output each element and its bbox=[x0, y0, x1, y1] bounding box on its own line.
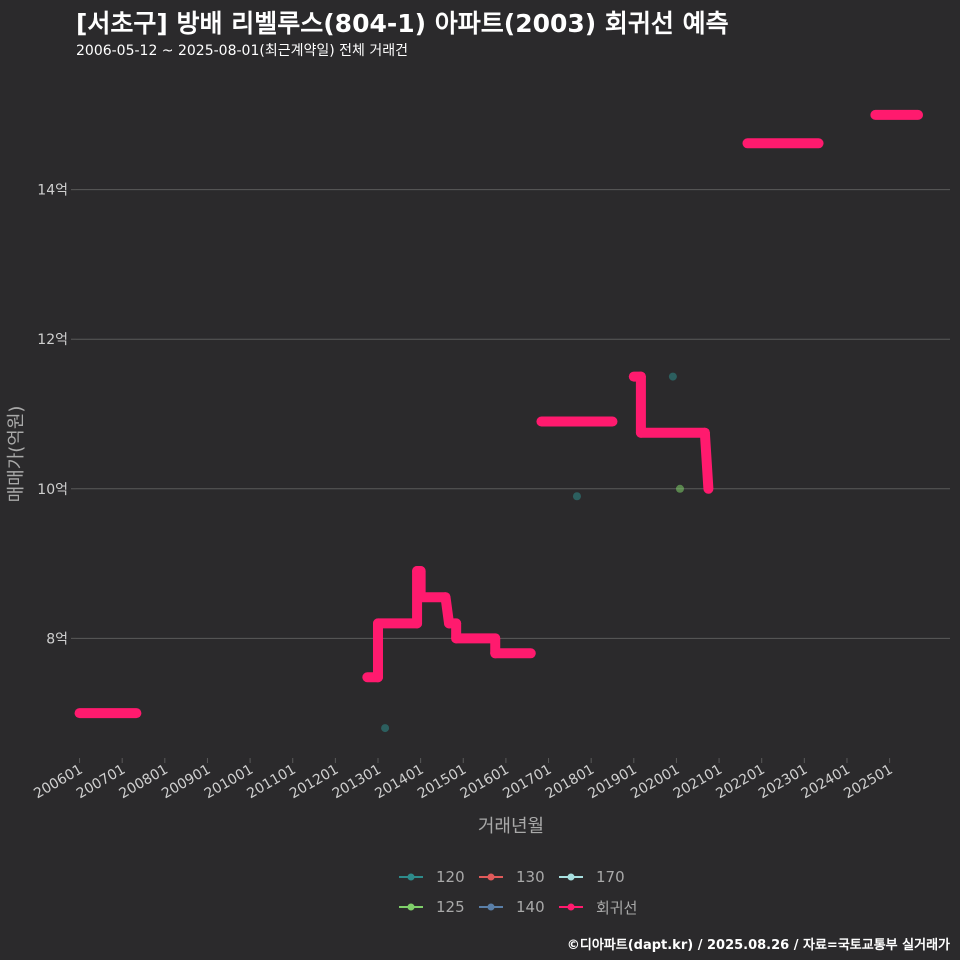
legend-key-icon bbox=[399, 873, 423, 881]
legend-key-dot bbox=[407, 873, 415, 881]
legend-label: 170 bbox=[596, 868, 625, 886]
x-tick-label: 202501 bbox=[841, 762, 895, 803]
legend-item: 170 bbox=[558, 866, 638, 888]
legend-key-icon bbox=[559, 903, 583, 911]
legend-key-dot bbox=[567, 903, 575, 911]
legend-label: 회귀선 bbox=[596, 898, 638, 917]
legend-item: 140 bbox=[478, 896, 558, 918]
legend-key-dot bbox=[407, 903, 415, 911]
legend-key-icon bbox=[479, 873, 503, 881]
legend-key-icon bbox=[559, 873, 583, 881]
legend-item: 회귀선 bbox=[558, 896, 638, 918]
y-tick-label: 14억 bbox=[37, 183, 68, 199]
x-axis-title: 거래년월 bbox=[478, 816, 544, 837]
legend-label: 140 bbox=[516, 898, 545, 916]
legend-key-dot bbox=[487, 903, 495, 911]
y-tick-label: 8억 bbox=[46, 631, 68, 647]
y-tick-label: 12억 bbox=[37, 332, 68, 348]
legend-label: 130 bbox=[516, 868, 545, 886]
chart-legend: 120 130 170 125 140 회귀선 bbox=[398, 866, 638, 918]
chart-subtitle: 2006-05-12 ~ 2025-08-01(최근계약일) 전체 거래건 bbox=[76, 43, 408, 59]
data-point-120 bbox=[381, 724, 390, 733]
legend-item: 130 bbox=[478, 866, 558, 888]
data-point-125 bbox=[675, 484, 684, 493]
y-tick-label: 10억 bbox=[37, 482, 68, 498]
legend-key-dot bbox=[487, 873, 495, 881]
legend-key-icon bbox=[479, 903, 503, 911]
legend-item: 120 bbox=[398, 866, 478, 888]
y-axis-title: 매매가(억원) bbox=[6, 406, 27, 503]
legend-key-dot bbox=[567, 873, 575, 881]
legend-key-icon bbox=[399, 903, 423, 911]
chart-title: [서초구] 방배 리벨루스(804-1) 아파트(2003) 회귀선 예측 bbox=[76, 9, 729, 38]
footer-credit: ©디아파트(dapt.kr) / 2025.08.26 / 자료=국토교통부 실… bbox=[566, 938, 950, 953]
data-point-120 bbox=[572, 492, 581, 501]
regression-line-segment bbox=[699, 427, 714, 494]
legend-label: 120 bbox=[436, 868, 465, 886]
legend-label: 125 bbox=[436, 898, 465, 916]
data-point-120 bbox=[668, 372, 677, 381]
legend-item: 125 bbox=[398, 896, 478, 918]
